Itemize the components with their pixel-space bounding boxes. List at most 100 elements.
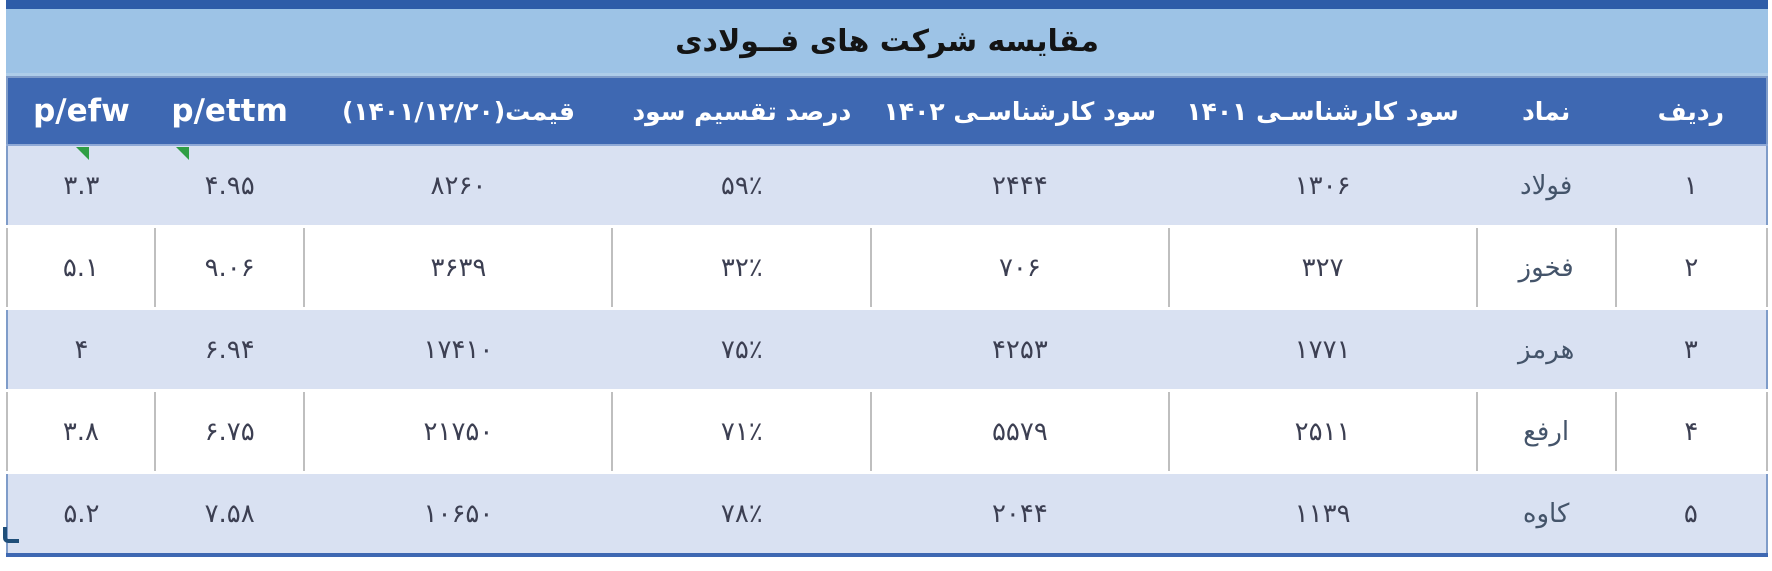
- cell-value: ۱۷۷۱: [1294, 334, 1351, 365]
- cell-sood1401[interactable]: ۱۱۳۹: [1168, 471, 1477, 556]
- cell-value: ۳۶۳۹: [430, 252, 487, 283]
- cell-sood1402[interactable]: ۲۴۴۴: [871, 144, 1169, 228]
- cell-pefw[interactable]: ۳.۸: [6, 389, 156, 474]
- table-row: ۱ فولاد ۱۳۰۶ ۲۴۴۴ ۵۹٪ ۸۲۶۰ ۴.۹۵ ۳.۳: [7, 144, 1767, 228]
- cell-pettm[interactable]: ۴.۹۵: [154, 144, 305, 228]
- cell-value: ۲۴۴۴: [991, 170, 1048, 201]
- cell-value: ۹.۰۶: [204, 252, 255, 283]
- cell-sood1401[interactable]: ۱۳۰۶: [1168, 144, 1477, 228]
- cell-dividend[interactable]: ۷۵٪: [612, 307, 872, 392]
- table-row: ۴ ارفع ۲۵۱۱ ۵۵۷۹ ۷۱٪ ۲۱۷۵۰ ۶.۷۵ ۳.۸: [6, 389, 1769, 474]
- cell-price[interactable]: ۱۰۶۵۰: [304, 471, 613, 556]
- cell-price[interactable]: ۸۲۶۰: [304, 144, 613, 228]
- cell-value: هرمز: [1517, 334, 1575, 365]
- cell-pettm[interactable]: ۹.۰۶: [153, 225, 306, 310]
- cell-value: فولاد: [1519, 170, 1573, 201]
- cell-pefw[interactable]: ۴: [7, 307, 155, 392]
- cell-value: ۳.۳: [63, 170, 100, 201]
- cell-radif[interactable]: ۳: [1615, 307, 1767, 392]
- column-header-namad[interactable]: نماد: [1476, 77, 1616, 145]
- table-row: ۲ فخوز ۳۲۷ ۷۰۶ ۳۲٪ ۳۶۳۹ ۹.۰۶ ۵.۱: [6, 225, 1769, 310]
- cell-pettm[interactable]: ۶.۷۵: [153, 389, 306, 474]
- cell-dividend[interactable]: ۵۹٪: [612, 144, 872, 228]
- table-body: ۱ فولاد ۱۳۰۶ ۲۴۴۴ ۵۹٪ ۸۲۶۰ ۴.۹۵ ۳.۳ ۲ فخوز ۳۲۷ ۷۰۶ ۳…: [6, 144, 1769, 556]
- cell-namad[interactable]: کاوه: [1476, 471, 1616, 556]
- cell-value: ۵: [1683, 498, 1698, 529]
- cell-dividend[interactable]: ۳۲٪: [611, 225, 873, 310]
- cell-sood1401[interactable]: ۱۷۷۱: [1168, 307, 1477, 392]
- cell-value: ۷۱٪: [720, 416, 763, 447]
- cell-value: ۷.۵۸: [204, 498, 255, 529]
- cell-sood1402[interactable]: ۵۵۷۹: [870, 389, 1170, 474]
- column-header-dividend[interactable]: درصد تقسیم سود: [612, 77, 872, 145]
- cell-value: ۱۷۴۱۰: [423, 334, 494, 365]
- table-title-band: مقایسه شرکت های فــولادی: [6, 9, 1768, 76]
- cell-namad[interactable]: هرمز: [1476, 307, 1616, 392]
- header-row: ردیف نماد سود کارشناسـی ۱۴۰۱ سود کارشناسـی …: [7, 77, 1767, 145]
- cell-radif[interactable]: ۱: [1615, 144, 1767, 228]
- column-header-radif[interactable]: ردیف: [1615, 77, 1767, 145]
- column-header-sood1401[interactable]: سود کارشناسـی ۱۴۰۱: [1168, 77, 1477, 145]
- cell-value: ۲: [1684, 252, 1699, 283]
- cell-value: ۳: [1683, 334, 1698, 365]
- cell-value: ۷۰۶: [998, 252, 1041, 283]
- cell-pettm[interactable]: ۶.۹۴: [154, 307, 305, 392]
- cell-value: ۱: [1683, 170, 1698, 201]
- cell-value: ۳۲٪: [720, 252, 763, 283]
- cell-sood1402[interactable]: ۲۰۴۴: [871, 471, 1169, 556]
- cell-value: ۱۱۳۹: [1294, 498, 1351, 529]
- table-row: ۵ کاوه ۱۱۳۹ ۲۰۴۴ ۷۸٪ ۱۰۶۵۰ ۷.۵۸ ۵.۲: [7, 471, 1767, 556]
- cell-dividend[interactable]: ۷۸٪: [612, 471, 872, 556]
- cell-value: ۲۱۷۵۰: [423, 416, 494, 447]
- cell-namad[interactable]: فخوز: [1475, 225, 1617, 310]
- table-row: ۳ هرمز ۱۷۷۱ ۴۲۵۳ ۷۵٪ ۱۷۴۱۰ ۶.۹۴ ۴: [7, 307, 1767, 392]
- selection-handle-icon[interactable]: [3, 527, 19, 543]
- cell-sood1402[interactable]: ۷۰۶: [870, 225, 1170, 310]
- cell-value: ۷۵٪: [720, 334, 763, 365]
- cell-value: ۴: [74, 334, 89, 365]
- cell-namad[interactable]: فولاد: [1476, 144, 1616, 228]
- cell-value: ۷۸٪: [720, 498, 763, 529]
- table-header: ردیف نماد سود کارشناسـی ۱۴۰۱ سود کارشناسـی …: [7, 77, 1767, 145]
- cell-value: ۵۵۷۹: [991, 416, 1048, 447]
- cell-sood1401[interactable]: ۳۲۷: [1167, 225, 1478, 310]
- cell-value: فخوز: [1518, 252, 1574, 283]
- cell-value: ارفع: [1523, 416, 1570, 447]
- cell-value: ۵.۲: [63, 498, 100, 529]
- cell-value: ۳.۸: [62, 416, 100, 447]
- cell-value: ۴.۹۵: [204, 170, 255, 201]
- cell-value: ۴: [1684, 416, 1699, 447]
- steel-companies-table: مقایسه شرکت های فــولادی ردیف نماد سود کار…: [3, 0, 1769, 557]
- cell-value: ۶.۷۵: [204, 416, 255, 447]
- cell-value: ۵۹٪: [720, 170, 763, 201]
- column-header-price[interactable]: قیمت(۱۴۰۱/۱۲/۲۰): [304, 77, 613, 145]
- cell-namad[interactable]: ارفع: [1475, 389, 1617, 474]
- cell-price[interactable]: ۱۷۴۱۰: [304, 307, 613, 392]
- cell-radif[interactable]: ۲: [1614, 225, 1769, 310]
- cell-pefw[interactable]: ۳.۳: [7, 144, 155, 228]
- column-header-sood1402[interactable]: سود کارشناسـی ۱۴۰۲: [871, 77, 1169, 145]
- cell-value: کاوه: [1522, 498, 1570, 529]
- cell-radif[interactable]: ۵: [1615, 471, 1767, 556]
- column-header-pettm[interactable]: p/ettm: [154, 77, 305, 145]
- cell-radif[interactable]: ۴: [1614, 389, 1769, 474]
- cell-value: ۵.۱: [62, 252, 100, 283]
- comparison-table: ردیف نماد سود کارشناسـی ۱۴۰۱ سود کارشناسـی …: [6, 76, 1769, 557]
- table-title: مقایسه شرکت های فــولادی: [675, 23, 1099, 59]
- cell-value: ۴۲۵۳: [991, 334, 1048, 365]
- cell-pefw[interactable]: ۵.۱: [6, 225, 156, 310]
- cell-price[interactable]: ۲۱۷۵۰: [303, 389, 614, 474]
- cell-price[interactable]: ۳۶۳۹: [303, 225, 614, 310]
- top-row-strip: [6, 0, 1768, 9]
- green-flag-icon: [75, 147, 89, 160]
- cell-value: ۶.۹۴: [204, 334, 255, 365]
- cell-sood1402[interactable]: ۴۲۵۳: [871, 307, 1169, 392]
- cell-dividend[interactable]: ۷۱٪: [611, 389, 873, 474]
- cell-value: ۲۰۴۴: [991, 498, 1048, 529]
- green-flag-icon: [175, 147, 189, 160]
- cell-pefw[interactable]: ۵.۲: [7, 471, 155, 556]
- cell-value: ۳۲۷: [1301, 252, 1344, 283]
- column-header-pefw[interactable]: p/efw: [7, 77, 155, 145]
- cell-pettm[interactable]: ۷.۵۸: [154, 471, 305, 556]
- cell-sood1401[interactable]: ۲۵۱۱: [1167, 389, 1478, 474]
